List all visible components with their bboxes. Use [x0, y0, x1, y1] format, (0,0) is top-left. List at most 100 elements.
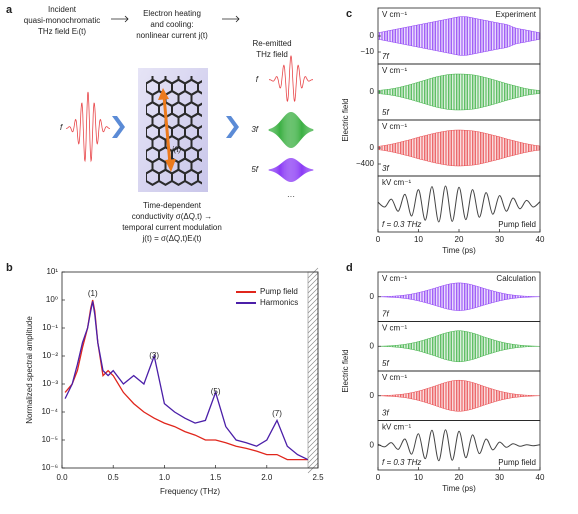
hatch-line	[307, 267, 319, 279]
hatch-line	[307, 357, 319, 369]
hatch-line	[307, 287, 319, 299]
hatch-line	[307, 412, 319, 424]
wave-icon	[66, 91, 110, 163]
hexagon	[127, 69, 140, 84]
x-tick-label: 0.5	[108, 473, 120, 482]
hatch-line	[307, 347, 319, 359]
diagram-text: Time-dependent	[143, 201, 202, 210]
hexagon	[197, 170, 202, 185]
hatch-line	[307, 457, 319, 469]
unit-label: kV cm⁻¹	[382, 423, 411, 432]
trace-label: 3f	[382, 164, 389, 173]
hatch-line	[307, 277, 319, 289]
x-tick-label: 20	[455, 235, 464, 244]
arrow-head	[158, 88, 169, 100]
hexagon	[197, 147, 202, 162]
flow-arrow	[111, 15, 129, 23]
x-tick-label: 0	[376, 235, 381, 244]
chevron	[112, 116, 125, 138]
lattice	[127, 69, 202, 186]
unit-label: kV cm⁻¹	[382, 178, 411, 187]
waveform	[377, 185, 541, 223]
y-tick-label: 10⁰	[46, 295, 58, 304]
annotation: (5)	[211, 387, 221, 396]
panel-label: c	[346, 8, 352, 20]
x-tick-label: 40	[536, 235, 545, 244]
hatch-line	[307, 352, 319, 364]
hatch-line	[307, 317, 319, 329]
diagram-text: THz field	[256, 50, 288, 59]
hatch-line	[307, 417, 319, 429]
hatch-line	[307, 332, 319, 344]
chevron	[226, 116, 239, 138]
hatch-line	[307, 382, 319, 394]
x-tick-label: 2.5	[312, 473, 324, 482]
hexagon	[127, 159, 140, 174]
unit-label: V cm⁻¹	[382, 10, 407, 19]
y-axis-label: Electric field	[341, 349, 350, 392]
y-tick-label: 10⁻²	[42, 351, 58, 360]
diagram-text: and cooling:	[150, 20, 193, 29]
x-tick-label: 10	[414, 473, 423, 482]
trace-label: 5f	[382, 108, 389, 117]
x-tick-label: 0	[376, 473, 381, 482]
hatch-line	[307, 362, 319, 374]
x-axis-label: Frequency (THz)	[160, 487, 220, 496]
annotation: (3)	[149, 351, 159, 360]
hatch-line	[307, 397, 319, 409]
x-axis-label: Time (ps)	[442, 484, 476, 493]
trace-label: f = 0.3 THz	[382, 458, 421, 467]
hatch-line	[307, 292, 319, 304]
current-label: j(t)	[171, 145, 182, 154]
diagram-text: quasi-monochromatic	[24, 16, 100, 25]
hatch-line	[307, 372, 319, 384]
hatch-line	[307, 442, 319, 454]
trace-label: 5f	[382, 359, 389, 368]
diagram-text: THz field Eₗ(t)	[38, 27, 86, 36]
y-tick-label: −400	[356, 159, 375, 168]
wave-icon	[269, 54, 313, 103]
hatch-line	[307, 437, 319, 449]
y-tick-label: 0	[370, 341, 375, 350]
hatch-line	[307, 327, 319, 339]
panel-label: a	[6, 4, 13, 16]
wave-icon	[268, 112, 314, 148]
x-axis-label: Time (ps)	[442, 246, 476, 255]
y-tick-label: 0	[370, 391, 375, 400]
hatch-line	[307, 407, 319, 419]
hatch-line	[307, 402, 319, 414]
hexagon	[197, 102, 202, 117]
oscillation-envelope	[377, 73, 541, 111]
hatch-line	[307, 312, 319, 324]
wave-icon	[268, 158, 314, 182]
x-tick-label: 1.0	[159, 473, 171, 482]
panel-label: b	[6, 262, 13, 274]
trace-label: f = 0.3 THz	[382, 220, 421, 229]
oscillation-envelope	[377, 282, 541, 311]
unit-label: V cm⁻¹	[382, 66, 407, 75]
diagram-text: j(t) = σ(ΔQ,t)Eₗ(t)	[142, 234, 202, 243]
hatch-line	[307, 322, 319, 334]
annotation: (7)	[272, 409, 282, 418]
y-tick-label: 10⁻⁴	[41, 407, 58, 416]
output-label: ···	[287, 192, 295, 201]
y-tick-label: 10⁻¹	[42, 323, 58, 332]
diagram-text: Re-emitted	[252, 39, 291, 48]
y-tick-label: 0	[370, 143, 375, 152]
waveform	[377, 429, 541, 462]
hexagon	[127, 114, 140, 129]
x-tick-label: 10	[414, 235, 423, 244]
oscillation-envelope	[377, 379, 541, 412]
diagram-text: temporal current modulation	[122, 223, 222, 232]
legend-label: Harmonics	[260, 298, 298, 307]
diagram-text: Electron heating	[143, 9, 201, 18]
hatch-line	[307, 337, 319, 349]
hexagon	[127, 91, 140, 106]
x-tick-label: 20	[455, 473, 464, 482]
series-line	[64, 301, 309, 461]
flow-arrow	[222, 15, 240, 23]
x-tick-label: 30	[495, 473, 504, 482]
hatch-line	[307, 392, 319, 404]
hatch-line	[307, 432, 319, 444]
